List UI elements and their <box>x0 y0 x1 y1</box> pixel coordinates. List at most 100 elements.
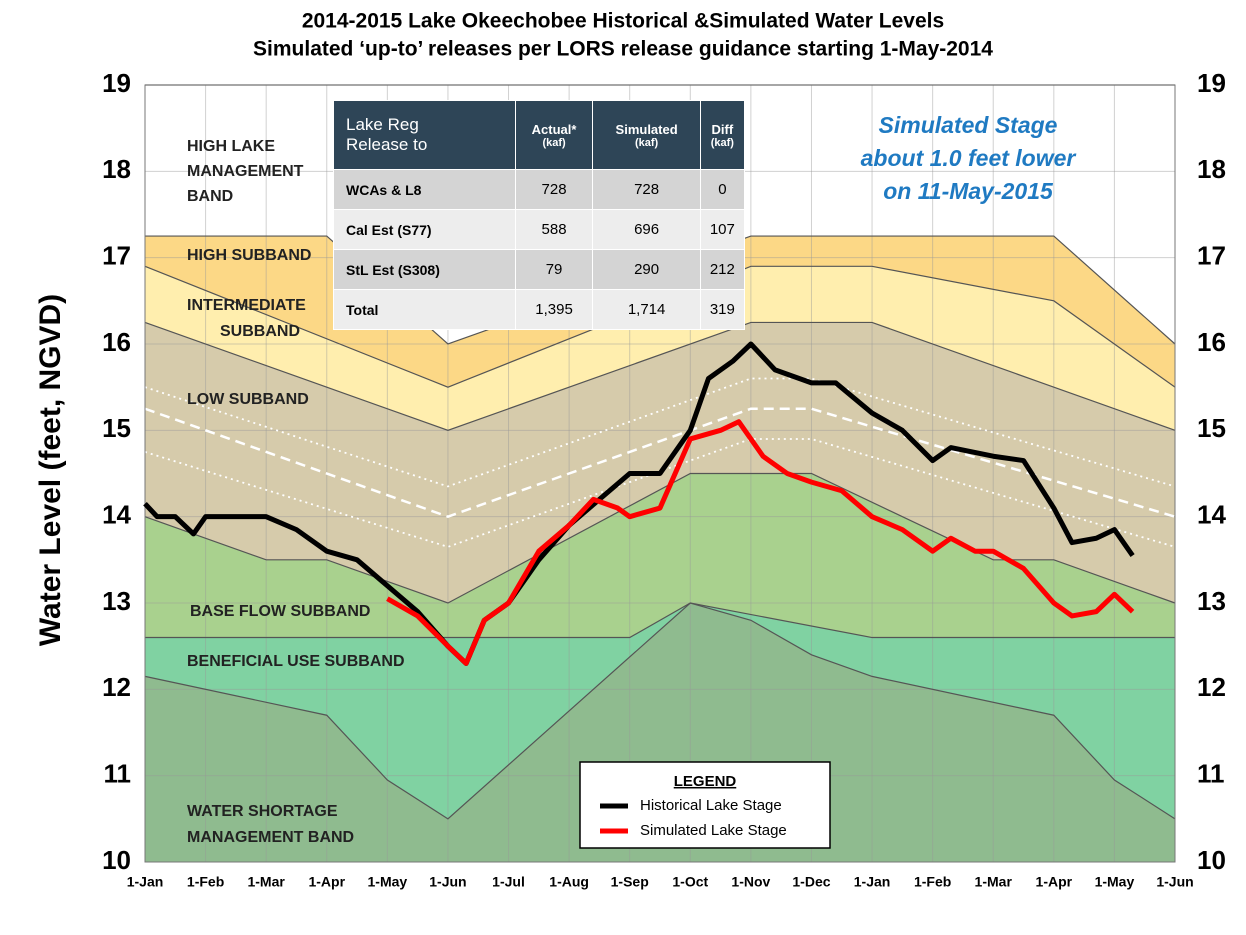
y2-tick-label: 19 <box>1197 68 1226 98</box>
guide-line <box>144 438 1176 548</box>
y-tick-label: 10 <box>102 845 131 875</box>
x-tick-label: 1-Feb <box>914 874 951 890</box>
legend-label: Simulated Lake Stage <box>640 822 787 839</box>
y-tick-label: 13 <box>102 586 131 616</box>
table-cell: WCAs & L8 <box>333 169 516 210</box>
table-row: Cal Est (S77) 588 696 107 <box>333 209 746 250</box>
series-line <box>386 419 1135 666</box>
y-tick-label: 19 <box>102 68 131 98</box>
header-cell: Simulated (kaf) <box>592 100 701 170</box>
band-boundary <box>145 602 1175 639</box>
table-cell: 728 <box>592 169 701 210</box>
x-tick-label: 1-Jun <box>429 874 466 890</box>
y2-tick-label: 18 <box>1197 154 1226 184</box>
band-boundary <box>144 265 1176 388</box>
band-label: HIGH LAKE <box>187 138 275 155</box>
legend-label: Historical Lake Stage <box>640 797 782 814</box>
y2-tick-label: 10 <box>1197 845 1226 875</box>
band-label: SUBBAND <box>220 323 300 340</box>
table-cell: Cal Est (S77) <box>333 209 516 250</box>
table-cell: 1,714 <box>592 289 701 330</box>
band <box>145 322 1175 603</box>
band-boundary <box>144 321 1176 431</box>
y-tick-label: 14 <box>102 500 131 530</box>
header-text: (kaf) <box>634 136 659 149</box>
y-tick-label: 11 <box>104 759 132 789</box>
table-cell: 212 <box>699 249 746 290</box>
x-tick-label: 1-Nov <box>731 874 770 890</box>
header-text: Actual* <box>531 121 577 137</box>
band-label: WATER SHORTAGE <box>187 803 338 820</box>
band-label: BAND <box>187 188 233 205</box>
release-table: Lake Reg Release to Actual* (kaf) Simulated(… <box>333 100 746 330</box>
header-text: Simulated <box>615 121 678 137</box>
header-text: (kaf) <box>542 136 566 149</box>
band <box>145 603 1175 862</box>
band-label: LOW SUBBAND <box>187 391 309 408</box>
table-cell: 588 <box>514 209 594 250</box>
band-label: BASE FLOW SUBBAND <box>190 603 370 620</box>
table-row: StL Est (S308) 79 290 212 <box>333 249 746 290</box>
y2-tick-label: 11 <box>1197 759 1225 789</box>
y-tick-label: 18 <box>102 154 131 184</box>
y2-tick-label: 15 <box>1197 413 1226 443</box>
y2-tick-label: 14 <box>1197 500 1226 530</box>
y2-tick-label: 13 <box>1197 586 1226 616</box>
x-tick-label: 1-Mar <box>247 874 285 890</box>
table-cell: 1,395 <box>514 289 594 330</box>
band-label: HIGH SUBBAND <box>187 247 311 264</box>
band <box>145 236 1175 388</box>
annotation: on 11-May-2015 <box>883 178 1054 204</box>
band <box>145 603 1175 819</box>
band-label: INTERMEDIATE <box>187 297 306 314</box>
x-tick-label: 1-Jul <box>492 874 525 890</box>
y-tick-label: 16 <box>102 327 131 357</box>
header-cell: Diff (kaf) <box>699 100 746 170</box>
table-row: Total 1,395 1,714 319 <box>333 289 746 330</box>
table-cell: 319 <box>699 289 746 330</box>
x-tick-label: 1-Jan <box>127 874 164 890</box>
y2-tick-label: 16 <box>1197 327 1226 357</box>
guide-line <box>144 407 1176 518</box>
x-tick-label: 1-Dec <box>792 874 830 890</box>
x-tick-label: 1-Apr <box>1036 874 1073 890</box>
chart-title: 2014-2015 Lake Okeechobee Historical &Si… <box>302 10 944 33</box>
band-boundary <box>144 602 1176 820</box>
header-cell: Actual* (kaf) <box>514 100 594 170</box>
x-tick-label: 1-Sep <box>611 874 649 890</box>
x-tick-label: 1-May <box>368 874 408 890</box>
band-label: BENEFICIAL USE SUBBAND <box>187 653 405 670</box>
annotation: Simulated Stage <box>879 112 1058 138</box>
header-text: (kaf) <box>710 136 734 149</box>
x-tick-label: 1-Apr <box>308 874 345 890</box>
header-text: Release to <box>346 135 428 154</box>
band-boundary <box>144 472 1176 604</box>
table-header: Lake Reg Release to Actual* (kaf) Simulated(… <box>333 100 746 170</box>
x-tick-label: 1-Feb <box>187 874 224 890</box>
table-cell: 728 <box>514 169 594 210</box>
y-axis-label: Water Level (feet, NGVD) <box>34 294 67 646</box>
plot-frame <box>144 84 1176 863</box>
table-cell: 107 <box>699 209 746 250</box>
table-cell: 290 <box>592 249 701 290</box>
y-tick-label: 15 <box>102 413 131 443</box>
x-tick-label: 1-Jun <box>1156 874 1193 890</box>
x-tick-label: 1-Aug <box>549 874 589 890</box>
y2-tick-label: 12 <box>1197 672 1226 702</box>
header-cell: Lake Reg Release to <box>333 100 516 170</box>
series-line <box>143 341 1135 666</box>
y2-tick-label: 17 <box>1197 241 1226 271</box>
x-tick-label: 1-Jan <box>854 874 891 890</box>
x-tick-label: 1-Mar <box>975 874 1013 890</box>
legend-title: LEGEND <box>674 773 737 790</box>
annotation: about 1.0 feet lower <box>861 145 1077 171</box>
table-cell: StL Est (S308) <box>333 249 516 290</box>
table-cell: 79 <box>514 249 594 290</box>
band <box>145 266 1175 431</box>
x-tick-label: 1-Oct <box>672 874 708 890</box>
band-label: MANAGEMENT <box>187 163 304 180</box>
chart-subtitle: Simulated ‘up-to’ releases per LORS rele… <box>253 38 993 61</box>
header-text: Lake Reg <box>346 115 419 134</box>
x-tick-label: 1-May <box>1095 874 1135 890</box>
